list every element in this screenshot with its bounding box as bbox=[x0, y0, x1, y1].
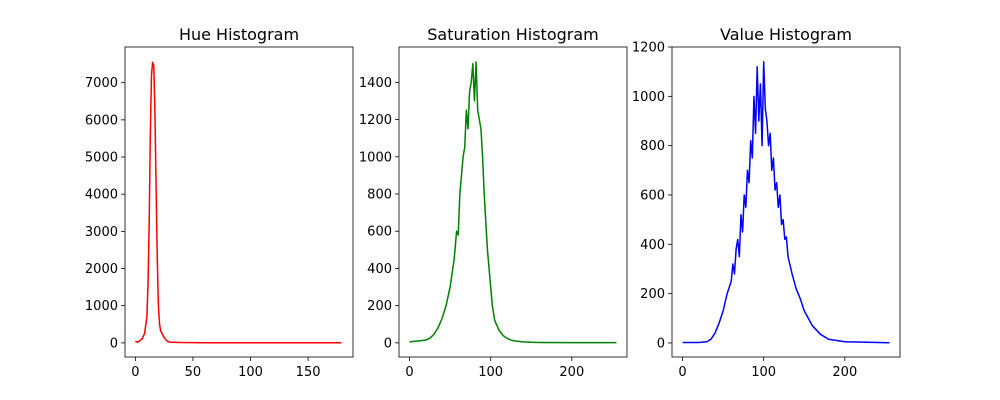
saturation-y-tick-label: 0 bbox=[384, 336, 392, 351]
value-y-tick-label: 1000 bbox=[632, 90, 665, 105]
value-y-tick-label: 200 bbox=[640, 287, 665, 302]
hue-y-tick-label: 5000 bbox=[85, 151, 118, 166]
hue-y-tick-label: 3000 bbox=[85, 225, 118, 240]
hue-x-tick-label: 50 bbox=[185, 365, 202, 380]
hue-axes-frame bbox=[124, 46, 354, 358]
value-y-tick-label: 800 bbox=[640, 139, 665, 154]
hue-x-tick-label: 0 bbox=[131, 365, 139, 380]
value-x-tick-label: 100 bbox=[751, 365, 776, 380]
hue-y-tick-label: 4000 bbox=[85, 188, 118, 203]
value-y-tick-label: 0 bbox=[657, 336, 665, 351]
hue-y-tick-label: 7000 bbox=[85, 76, 118, 91]
hue-x-tick-label: 100 bbox=[238, 365, 263, 380]
value-histogram-panel: Value Histogram 0 100 200 0 200 400 600 800 1000… bbox=[632, 25, 901, 380]
hue-histogram-panel: Hue Histogram 0 50 100 150 0 1000 2000 3000 4000… bbox=[85, 25, 354, 380]
saturation-x-tick-label: 200 bbox=[559, 365, 584, 380]
saturation-y-tick-label: 400 bbox=[367, 262, 392, 277]
hue-y-tick-label: 0 bbox=[110, 336, 118, 351]
saturation-y-tick-label: 800 bbox=[367, 187, 392, 202]
saturation-y-tick-label: 200 bbox=[367, 299, 392, 314]
hue-y-tick-label: 1000 bbox=[85, 299, 118, 314]
value-y-tick-label: 400 bbox=[640, 238, 665, 253]
value-y-tick-label: 600 bbox=[640, 188, 665, 203]
saturation-x-tick-label: 100 bbox=[478, 365, 503, 380]
saturation-y-tick-label: 1200 bbox=[359, 113, 392, 128]
saturation-y-tick-label: 1400 bbox=[359, 76, 392, 91]
hue-x-tick-label: 150 bbox=[296, 365, 321, 380]
value-histogram-title: Value Histogram bbox=[720, 25, 852, 44]
saturation-y-tick-label: 1000 bbox=[359, 150, 392, 165]
value-y-tick-label: 1200 bbox=[632, 41, 665, 56]
hue-histogram-title: Hue Histogram bbox=[179, 25, 299, 44]
saturation-histogram-panel: Saturation Histogram 0 100 200 0 200 400 600 80… bbox=[359, 25, 628, 380]
hue-y-tick-label: 2000 bbox=[85, 262, 118, 277]
value-axes-frame bbox=[671, 46, 901, 358]
value-series-line bbox=[682, 61, 890, 344]
hue-series-line bbox=[135, 61, 342, 344]
value-x-tick-label: 0 bbox=[678, 365, 686, 380]
hue-y-tick-label: 6000 bbox=[85, 113, 118, 128]
value-x-tick-label: 200 bbox=[832, 365, 857, 380]
saturation-y-tick-label: 600 bbox=[367, 225, 392, 240]
saturation-x-tick-label: 0 bbox=[405, 365, 413, 380]
saturation-axes-frame bbox=[398, 46, 628, 358]
saturation-histogram-title: Saturation Histogram bbox=[427, 25, 599, 44]
saturation-series-line bbox=[409, 61, 617, 344]
